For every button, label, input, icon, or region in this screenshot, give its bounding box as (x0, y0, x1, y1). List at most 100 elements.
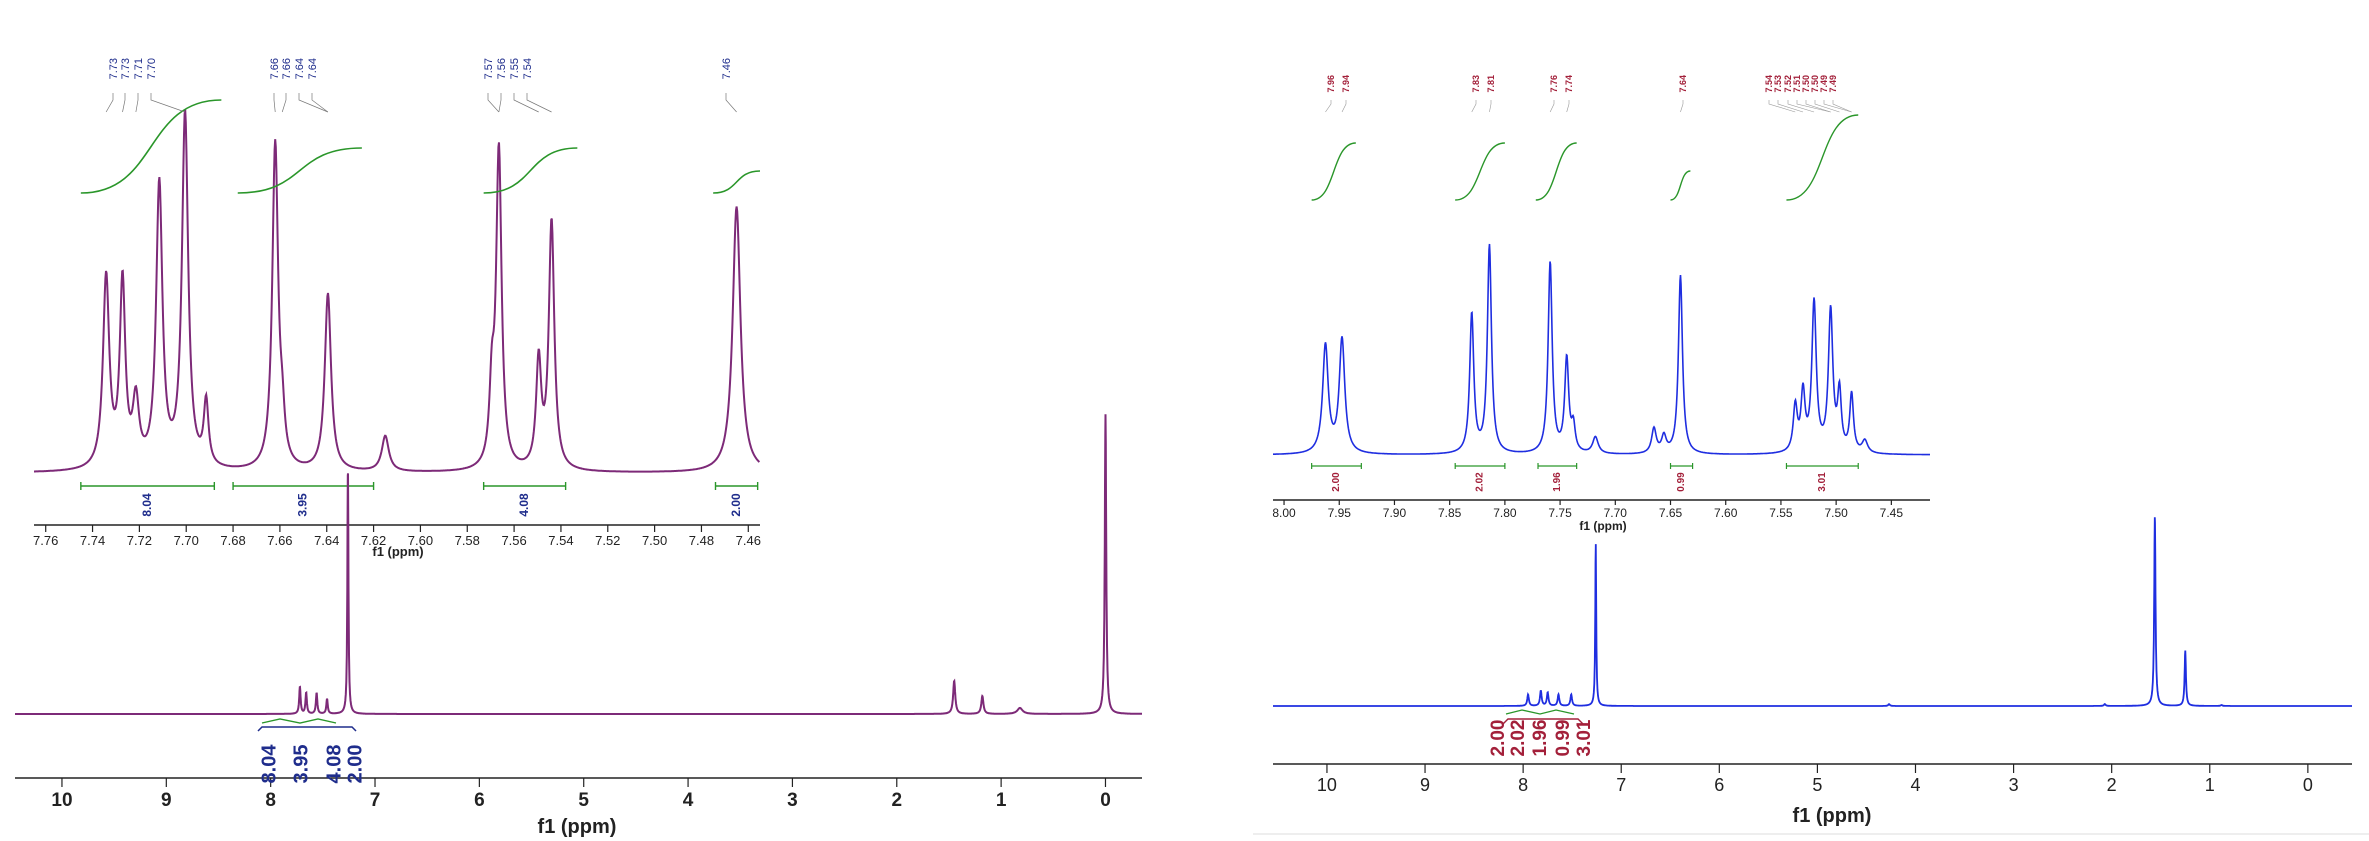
peak-label: 7.49 (1819, 75, 1829, 93)
integral-curves-small (1505, 709, 1575, 715)
x-tick-label: 7.95 (1328, 506, 1352, 520)
peak-label-connector (122, 93, 126, 113)
x-tick-label: 0 (1100, 790, 1111, 811)
x-tick-label: 7.90 (1383, 506, 1407, 520)
left-inset-x-axis-label: f1 (ppm) (372, 544, 423, 559)
x-tick-label: 7.50 (642, 533, 667, 548)
peak-label: 7.51 (1792, 75, 1802, 93)
peak-label-connector (498, 93, 502, 113)
peak-label-connector (1566, 100, 1570, 113)
peak-label: 7.76 (1549, 75, 1559, 93)
peak-label-connector (311, 93, 329, 113)
x-tick-label: 2 (891, 790, 902, 811)
integral-value: 0.99 (1553, 720, 1574, 757)
x-tick-label: 7.46 (736, 533, 761, 548)
right-full-spectrum: 10 9 8 7 6 5 4 3 2 1 02.00 2.02 1.96 0.99 3.01 (1273, 517, 2352, 795)
peak-label-connector (526, 93, 552, 113)
left-inset-spectrum: 7.76 7.74 7.72 7.70 7.68 7.66 7.64 7.62 7.60 7.58… (33, 58, 761, 548)
integral-bracket (257, 726, 357, 732)
right-inset-spectrum: 8.00 7.95 7.90 7.85 7.80 7.75 7.70 7.65 7.60 7.55… (1272, 75, 1930, 520)
peak-label-connector (1325, 100, 1332, 113)
integral-value: 2.02 (1508, 720, 1529, 757)
integral-value: 2.00 (1331, 472, 1342, 492)
x-tick-label: 7.70 (1604, 506, 1628, 520)
x-tick-label: 7.58 (455, 533, 480, 548)
peak-label-connector (1787, 100, 1815, 113)
x-tick-label: 7 (370, 790, 381, 811)
integral-value: 8.04 (140, 493, 154, 517)
x-tick-label: 1 (2205, 775, 2215, 795)
peak-label: 7.56 (496, 58, 508, 79)
integral-value: 1.96 (1552, 472, 1563, 492)
peak-label: 7.96 (1326, 75, 1336, 93)
integral-value: 2.00 (1488, 720, 1509, 757)
peak-label: 7.50 (1801, 75, 1811, 93)
integral-value: 3.95 (295, 493, 309, 517)
x-tick-label: 7.65 (1659, 506, 1683, 520)
x-tick-label: 5 (1812, 775, 1822, 795)
x-tick-label: 7.68 (220, 533, 245, 548)
right-inset-x-axis-label: f1 (ppm) (1579, 519, 1626, 533)
x-tick-label: 9 (1420, 775, 1430, 795)
peak-label-connector (1768, 100, 1796, 113)
integral-curve (1311, 142, 1356, 201)
x-tick-label: 7.45 (1880, 506, 1904, 520)
x-tick-label: 8 (265, 790, 276, 811)
peak-label: 7.66 (281, 58, 293, 79)
peak-label: 7.66 (269, 58, 281, 79)
peak-label: 7.54 (1764, 75, 1774, 93)
peak-label: 7.81 (1486, 75, 1496, 93)
x-tick-label: 7.55 (1769, 506, 1793, 520)
peak-label: 7.64 (294, 58, 306, 79)
peak-label: 7.70 (146, 58, 158, 79)
x-tick-label: 7.52 (595, 533, 620, 548)
x-tick-label: 7.66 (267, 533, 292, 548)
peak-label-connector (513, 93, 539, 113)
integral-value: 2.00 (729, 493, 743, 517)
integral-value: 1.96 (1530, 720, 1551, 757)
full-spectrum-trace (15, 414, 1142, 715)
integral-curve (237, 147, 362, 194)
x-tick-label: 1 (996, 790, 1007, 811)
peak-label-connector (135, 93, 139, 113)
peak-label-connector (487, 93, 500, 113)
peak-label-connector (1549, 100, 1555, 113)
peak-label-connector (1777, 100, 1804, 113)
peak-label: 7.50 (1810, 75, 1820, 93)
integral-value: 2.02 (1475, 472, 1486, 492)
x-tick-label: 2 (2107, 775, 2117, 795)
peak-label-connector (298, 93, 329, 113)
integral-curve (1455, 142, 1505, 201)
peak-label-connector (281, 93, 287, 113)
integral-value: 3.01 (1574, 719, 1595, 756)
x-tick-label: 7.48 (689, 533, 714, 548)
x-tick-label: 7.70 (174, 533, 199, 548)
x-tick-label: 6 (1714, 775, 1724, 795)
x-tick-label: 7 (1616, 775, 1626, 795)
x-tick-label: 7.62 (361, 533, 386, 548)
inset-spectrum-trace (34, 109, 761, 473)
integral-curve (80, 99, 222, 194)
peak-label: 7.57 (483, 58, 495, 79)
peak-label-connector (1471, 100, 1477, 113)
peak-label-connector (725, 93, 737, 113)
peak-label: 7.54 (522, 58, 534, 79)
full-spectrum-trace (1273, 517, 2352, 707)
peak-label: 7.53 (1773, 75, 1783, 93)
x-tick-label: 10 (51, 790, 72, 811)
x-tick-label: 4 (1910, 775, 1920, 795)
x-tick-label: 5 (578, 790, 589, 811)
x-tick-label: 4 (683, 790, 694, 811)
peak-label-connector (1832, 100, 1852, 113)
x-tick-label: 3 (2009, 775, 2019, 795)
x-tick-label: 7.60 (408, 533, 433, 548)
integral-value: 3.95 (290, 745, 312, 784)
integral-value: 4.08 (323, 745, 345, 784)
peak-label-connector (1823, 100, 1852, 113)
integral-curve (483, 147, 578, 194)
peak-label: 7.73 (108, 58, 120, 79)
x-tick-label: 7.60 (1714, 506, 1738, 520)
peak-label-connector (273, 93, 276, 113)
